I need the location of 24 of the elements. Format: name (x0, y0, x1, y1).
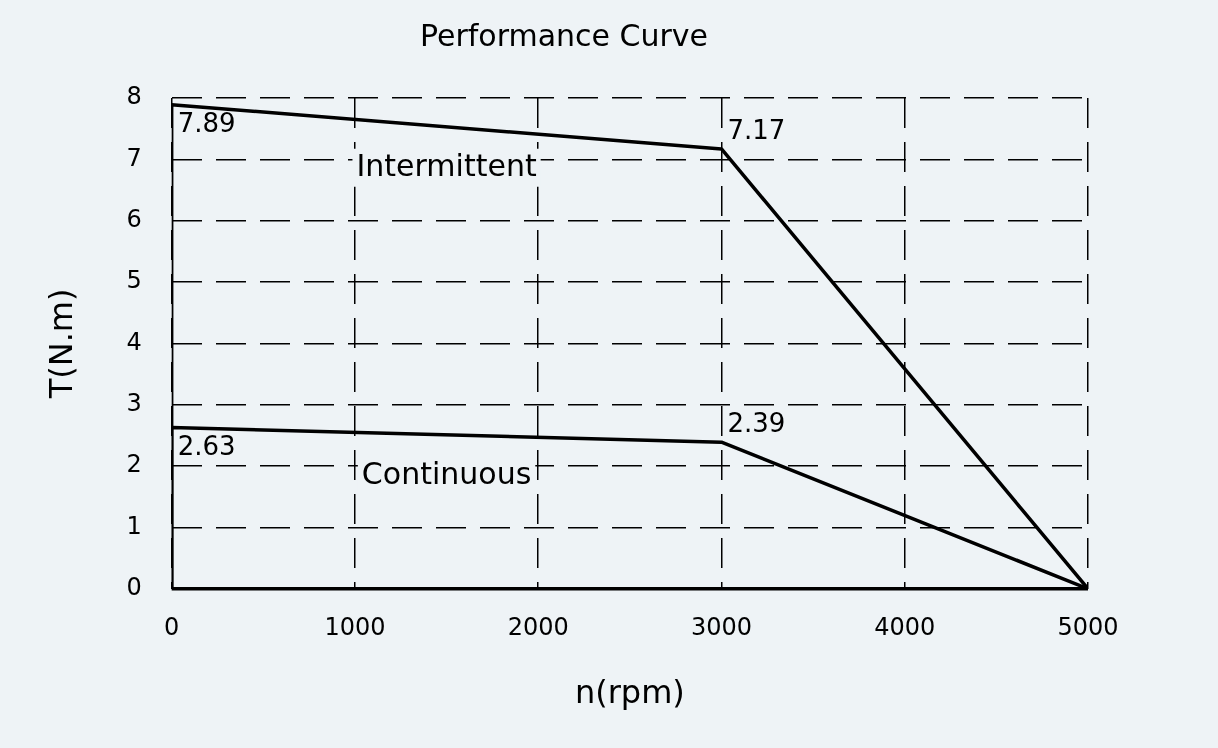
series-label: Intermittent (356, 147, 537, 183)
y-tick-label: 8 (126, 82, 142, 111)
y-tick-label: 7 (126, 143, 142, 172)
y-axis-title: T(N.m) (41, 288, 80, 400)
x-tick-label: 2000 (507, 613, 569, 642)
y-tick-label: 0 (126, 573, 142, 602)
y-tick-label: 4 (126, 327, 142, 356)
data-label: 2.63 (177, 431, 236, 462)
y-tick-label: 5 (126, 266, 142, 295)
data-label: 7.89 (177, 108, 236, 139)
x-tick-label: 3000 (690, 613, 753, 642)
x-axis-title: n(rpm) (574, 673, 685, 712)
data-label: 2.39 (727, 407, 786, 438)
y-tick-label: 1 (126, 511, 142, 540)
x-tick-label: 5000 (1057, 613, 1119, 642)
data-label: 7.17 (727, 114, 786, 145)
x-tick-label: 0 (164, 613, 180, 642)
series-label: Continuous (361, 455, 532, 491)
y-tick-label: 6 (126, 204, 142, 233)
y-tick-label: 3 (126, 388, 142, 417)
y-tick-label: 2 (126, 450, 142, 479)
x-tick-label: 1000 (324, 613, 386, 642)
chart-title: Performance Curve (419, 17, 709, 53)
x-tick-label: 4000 (874, 613, 936, 642)
